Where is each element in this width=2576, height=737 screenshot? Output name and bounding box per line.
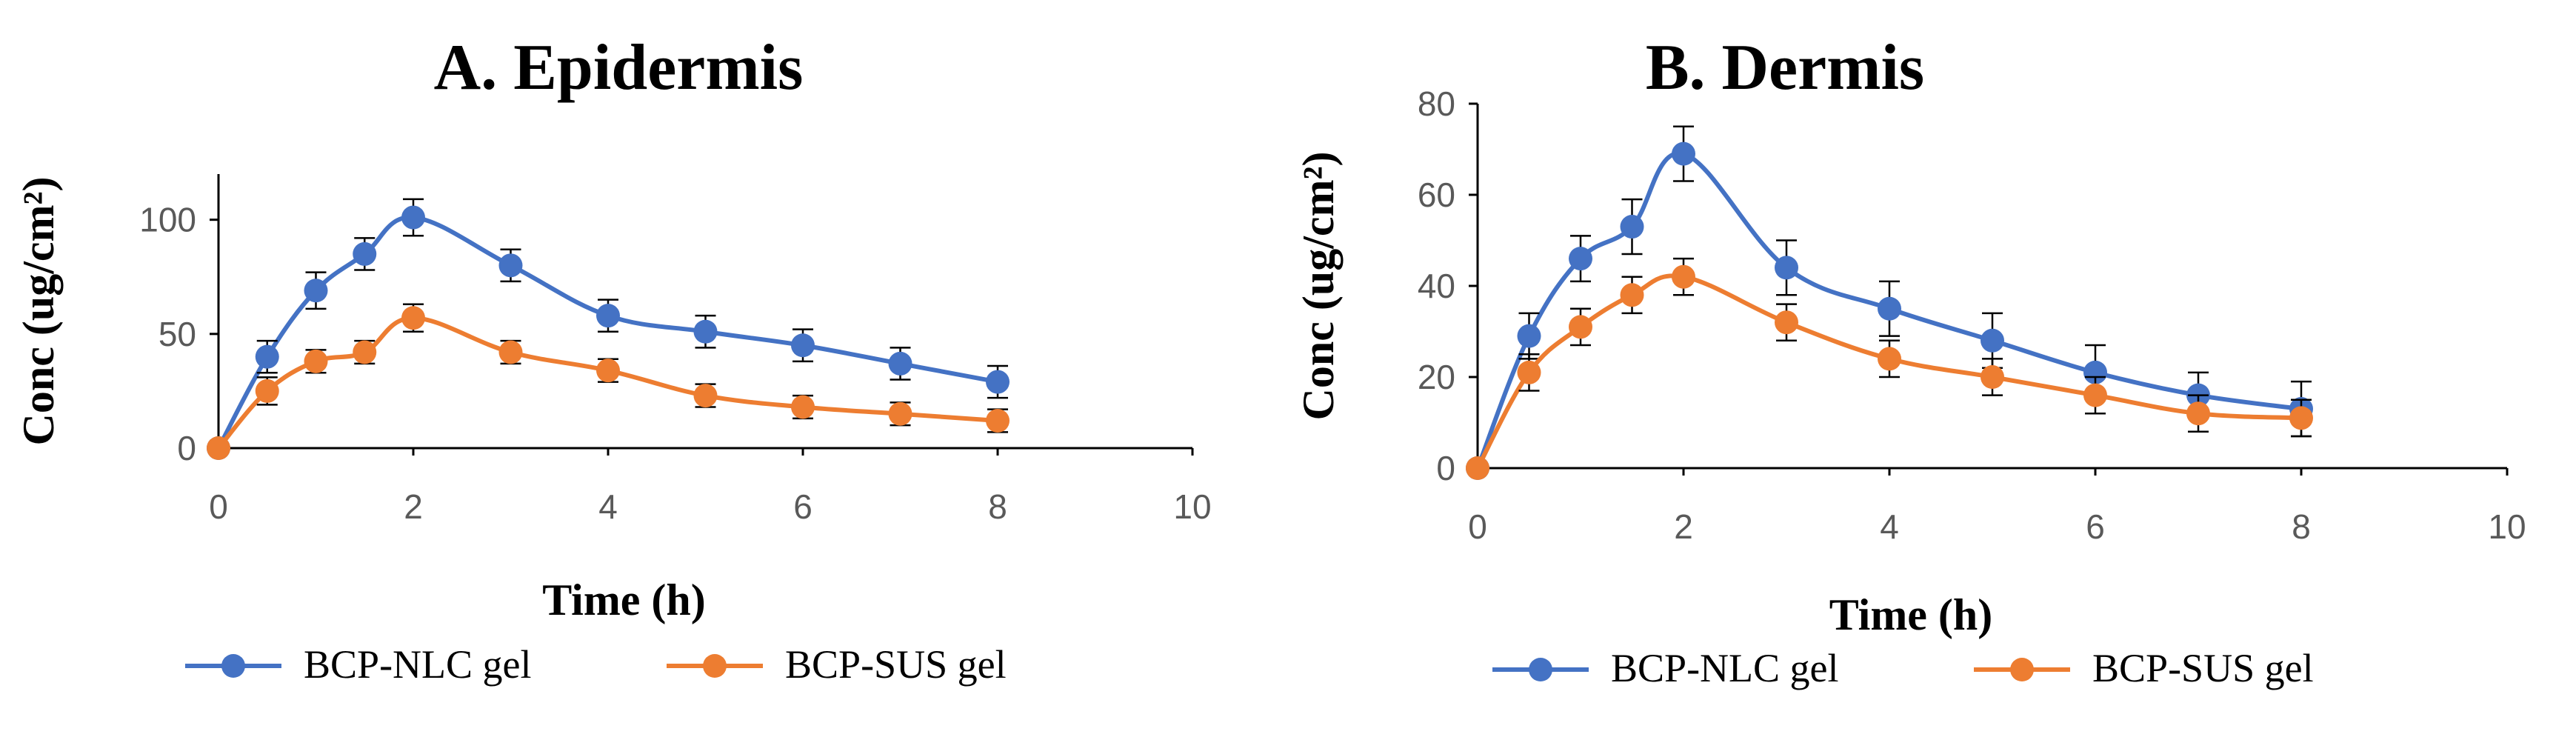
series-nlc: [207, 198, 1010, 460]
data-point: [1620, 215, 1644, 239]
x-tick-label: 10: [1173, 487, 1211, 526]
data-point: [2186, 401, 2210, 426]
data-point: [986, 409, 1010, 433]
data-point: [401, 306, 425, 330]
legend-label: BCP-SUS gel: [785, 642, 1007, 687]
data-point: [986, 370, 1010, 394]
legend-label: BCP-NLC gel: [304, 642, 532, 687]
legend-label: BCP-NLC gel: [1611, 646, 1839, 690]
chart-title: B. Dermis: [1646, 32, 1924, 104]
x-axis-label: Time (h): [542, 576, 706, 624]
data-point: [304, 279, 328, 303]
data-point: [498, 340, 523, 364]
data-point: [1775, 256, 1798, 280]
data-point: [304, 349, 328, 373]
series-sus: [207, 303, 1010, 460]
legend-swatch-marker: [2010, 658, 2034, 681]
legend-entry: BCP-SUS gel: [1974, 646, 2314, 690]
series-sus: [1466, 257, 2313, 480]
data-point: [401, 205, 425, 230]
data-point: [498, 253, 523, 278]
x-tick-label: 4: [1880, 507, 1899, 546]
data-point: [888, 351, 912, 376]
data-point: [888, 401, 912, 426]
data-point: [353, 241, 377, 266]
data-point: [1878, 347, 1901, 371]
y-tick-label: 20: [1418, 358, 1455, 396]
x-tick-label: 0: [1468, 507, 1487, 546]
series-line: [1475, 273, 2302, 470]
data-point: [1878, 296, 1901, 321]
x-tick-label: 6: [793, 487, 812, 526]
panel-dermis: B. Dermis 0 2 4 6 8 10 0 20 40 60 80 Time (h) Conc (u…: [1294, 32, 2526, 690]
data-point: [353, 340, 377, 364]
series-nlc: [1466, 125, 2313, 480]
x-tick-label: 8: [988, 487, 1007, 526]
data-point: [791, 333, 815, 358]
data-point: [1981, 365, 2004, 389]
x-tick-label: 2: [404, 487, 423, 526]
x-tick-label: 8: [2292, 507, 2311, 546]
legend-label: BCP-SUS gel: [2092, 646, 2314, 690]
data-point: [2083, 383, 2107, 407]
data-point: [2083, 360, 2107, 384]
legend-swatch-marker: [1529, 658, 1552, 681]
data-point: [255, 344, 279, 369]
y-tick-label: 0: [177, 429, 196, 467]
legend-entry: BCP-SUS gel: [667, 642, 1007, 687]
y-tick-label: 80: [1418, 84, 1455, 123]
legend-entry: BCP-NLC gel: [185, 642, 532, 687]
legend-entry: BCP-NLC gel: [1492, 646, 1839, 690]
data-point: [596, 359, 620, 383]
x-tick-label: 4: [598, 487, 618, 526]
x-tick-label: 6: [2086, 507, 2105, 546]
x-tick-label: 2: [1674, 507, 1693, 546]
data-point: [1620, 283, 1644, 307]
y-tick-label: 0: [1436, 449, 1455, 487]
data-point: [255, 378, 279, 403]
y-axis-label: Conc (ug/cm²): [1294, 152, 1343, 421]
data-point: [693, 319, 718, 344]
series-line: [216, 316, 998, 450]
y-tick-label: 50: [159, 315, 196, 353]
x-tick-label: 0: [209, 487, 228, 526]
data-point: [1981, 328, 2004, 353]
data-point: [596, 304, 620, 328]
legend-swatch-marker: [703, 654, 727, 678]
data-point: [207, 436, 230, 460]
data-point: [1569, 247, 1592, 271]
data-point: [1466, 456, 1489, 480]
y-tick-label: 40: [1418, 267, 1455, 305]
y-tick-label: 60: [1418, 176, 1455, 214]
x-tick-label: 10: [2488, 507, 2526, 546]
data-point: [1517, 324, 1541, 348]
legend-swatch-marker: [221, 654, 245, 678]
y-tick-label: 100: [139, 201, 196, 239]
x-axis-label: Time (h): [1829, 590, 1993, 639]
data-point: [1775, 310, 1798, 335]
chart-title: A. Epidermis: [434, 32, 804, 104]
data-point: [693, 384, 718, 408]
data-point: [1672, 264, 1695, 289]
data-point: [791, 395, 815, 419]
data-point: [2289, 406, 2313, 430]
data-point: [1569, 315, 1592, 339]
data-point: [1672, 141, 1695, 166]
data-point: [1517, 360, 1541, 384]
y-axis-label: Conc (ug/cm²): [14, 177, 63, 446]
